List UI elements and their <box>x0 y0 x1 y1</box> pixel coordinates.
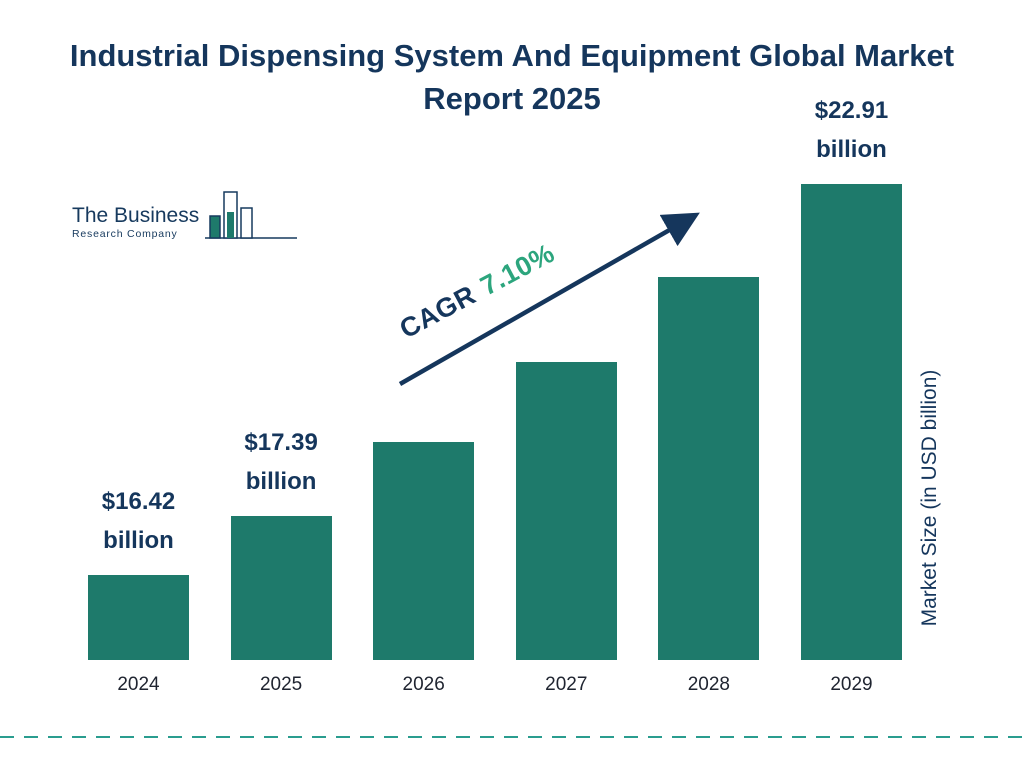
logo-name: The Business <box>72 204 200 227</box>
bar-column-2024: $16.42 billion 2024 <box>88 482 189 696</box>
x-tick-2026: 2026 <box>402 674 445 695</box>
bar-value-unit: billion <box>245 468 317 496</box>
bar-value-amount: $16.42 <box>101 487 176 515</box>
x-tick-2028: 2028 <box>687 674 731 695</box>
bar-2024 <box>88 575 189 660</box>
bar-2029 <box>800 184 902 660</box>
page-title: Industrial Dispensing System And Equipme… <box>69 38 955 117</box>
bar-2027 <box>515 362 617 660</box>
bar-value-amount: $22.91 <box>814 96 889 124</box>
bar-value-unit: billion <box>816 136 887 164</box>
x-tick-2027: 2027 <box>545 674 588 695</box>
bar-column-2027: 2027 <box>515 362 617 696</box>
bar-value-amount: $17.39 <box>244 428 318 456</box>
bar-2026 <box>373 442 475 660</box>
bar-2025 <box>230 516 332 660</box>
bar-column-2028: 2028 <box>658 277 760 696</box>
bar-chart: $16.42 billion 2024 $17.39 billion 2025 2026 20… <box>88 91 902 696</box>
bottom-dashed-divider <box>0 736 1024 738</box>
logo-subname: Research Company <box>72 228 178 240</box>
bar-value-unit: billion <box>103 527 174 555</box>
bar-2028 <box>658 277 760 660</box>
y-axis-label: Market Size (in USD billion) <box>918 369 941 627</box>
bar-column-2025: $17.39 billion 2025 <box>230 423 332 696</box>
bar-column-2026: 2026 <box>373 442 475 696</box>
x-tick-2025: 2025 <box>259 674 303 695</box>
bar-value-label-2024: $16.42 billion <box>102 482 175 561</box>
bar-column-2029: $22.91 billion 2029 <box>800 91 902 696</box>
bar-value-label-2029: $22.91 billion <box>815 91 888 170</box>
x-tick-2029: 2029 <box>830 674 873 695</box>
company-logo: The Business Research Company <box>72 186 299 248</box>
company-logo-text: The Business Research Company <box>72 204 199 240</box>
x-tick-2024: 2024 <box>117 674 160 695</box>
bar-value-label-2025: $17.39 billion <box>244 423 317 502</box>
logo-bar-chart-icon <box>205 191 298 239</box>
